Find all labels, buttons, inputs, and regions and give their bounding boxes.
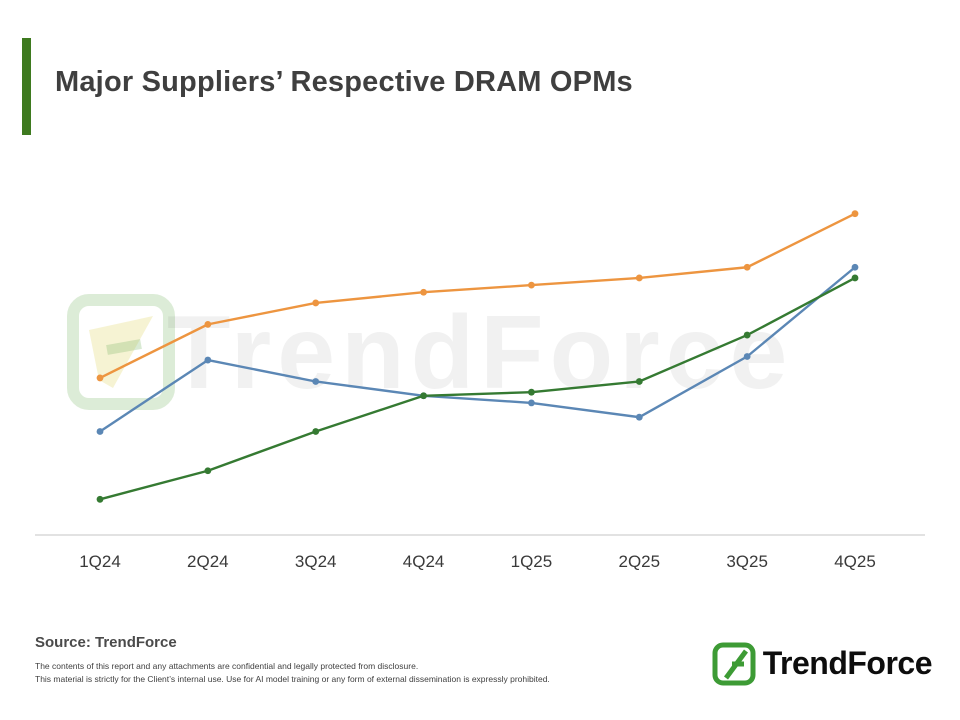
data-point-green-2Q25 xyxy=(635,378,643,385)
x-axis-label-2Q24: 2Q24 xyxy=(187,552,229,571)
data-point-green-1Q24 xyxy=(96,495,104,503)
data-point-orange-3Q25 xyxy=(743,263,751,271)
disclaimer-line-2: This material is strictly for the Client… xyxy=(35,674,550,685)
data-point-blue-3Q24 xyxy=(312,378,320,385)
watermark: TrendForce xyxy=(55,288,793,418)
data-point-blue-1Q25 xyxy=(528,399,535,407)
data-point-orange-2Q24 xyxy=(204,320,212,328)
data-point-green-4Q24 xyxy=(420,392,427,400)
data-point-orange-1Q24 xyxy=(96,374,104,382)
source-label: Source: TrendForce xyxy=(35,634,177,651)
watermark-logo-icon xyxy=(67,294,175,410)
x-axis-label-1Q24: 1Q24 xyxy=(79,552,121,571)
watermark-text: TrendForce xyxy=(167,295,794,411)
series-line-orange xyxy=(98,212,857,380)
disclaimer-text: The contents of this report and any atta… xyxy=(35,660,550,686)
disclaimer-line-1: The contents of this report and any atta… xyxy=(35,661,419,671)
data-point-blue-1Q24 xyxy=(96,428,104,435)
data-point-green-2Q24 xyxy=(204,467,212,475)
series-line-green xyxy=(98,276,857,501)
data-point-blue-2Q25 xyxy=(635,413,643,421)
data-point-orange-4Q25 xyxy=(851,210,859,218)
data-point-blue-3Q25 xyxy=(743,353,751,360)
x-axis-label-3Q25: 3Q25 xyxy=(726,552,768,571)
x-axis-label-2Q25: 2Q25 xyxy=(618,552,660,571)
page-title: Major Suppliers’ Respective DRAM OPMs xyxy=(55,66,633,98)
trendforce-logo: TrendForce xyxy=(711,638,933,688)
trendforce-logo-icon xyxy=(712,642,756,686)
data-point-orange-2Q25 xyxy=(635,274,643,282)
chart-svg: 1Q24 2Q24 3Q24 4Q24 1Q25 2Q25 3Q25 4Q25 xyxy=(35,210,925,571)
data-point-orange-4Q24 xyxy=(420,288,427,296)
x-axis-label-1Q25: 1Q25 xyxy=(511,552,553,571)
data-point-green-1Q25 xyxy=(528,388,535,396)
dram-opm-line-chart: 1Q24 2Q24 3Q24 4Q24 1Q25 2Q25 3Q25 4Q25 xyxy=(0,160,960,580)
data-point-blue-2Q24 xyxy=(204,356,212,364)
data-point-blue-4Q25 xyxy=(851,263,859,271)
data-point-orange-3Q24 xyxy=(312,299,320,307)
trendforce-logo-text: TrendForce xyxy=(762,644,933,681)
x-axis-label-3Q24: 3Q24 xyxy=(295,552,337,571)
data-point-green-3Q25 xyxy=(743,331,751,339)
x-axis-label-4Q24: 4Q24 xyxy=(403,552,445,571)
data-point-green-3Q24 xyxy=(312,428,320,435)
x-axis-label-4Q25: 4Q25 xyxy=(834,552,876,571)
data-point-green-4Q25 xyxy=(851,274,859,282)
series-line-blue xyxy=(98,266,857,433)
title-accent-bar xyxy=(22,38,31,135)
data-point-orange-1Q25 xyxy=(528,281,535,289)
